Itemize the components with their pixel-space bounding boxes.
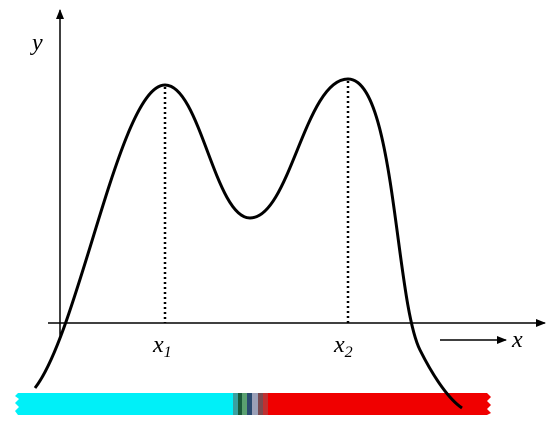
marker-subscript: 1 <box>164 344 172 361</box>
stripe <box>263 393 268 415</box>
marker-subscript: 2 <box>345 344 353 361</box>
marker-label: x2 <box>333 332 353 361</box>
stripe <box>233 393 238 415</box>
cyan-segment <box>15 393 233 415</box>
color-bar <box>15 393 491 415</box>
stripe <box>242 393 247 415</box>
stripe <box>258 393 263 415</box>
marker-label: x1 <box>152 332 172 361</box>
stripe <box>238 393 242 415</box>
y-axis-label: y <box>30 30 43 56</box>
stripe <box>247 393 252 415</box>
marker-letter: x <box>152 332 164 358</box>
stripe <box>252 393 258 415</box>
curve <box>33 77 463 410</box>
red-segment <box>268 393 491 415</box>
x-label: x <box>511 327 523 353</box>
marker-letter: x <box>333 332 345 358</box>
